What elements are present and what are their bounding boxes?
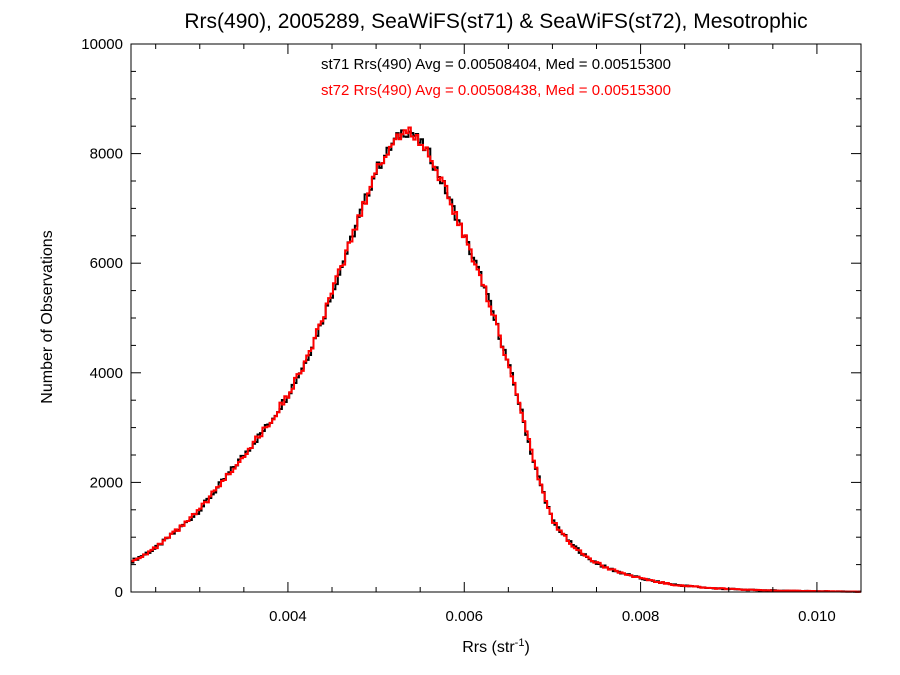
x-axis-label-end: ) [524, 639, 529, 656]
x-axis-label-main: Rrs (str [462, 639, 515, 656]
st71-stats-annotation: st71 Rrs(490) Avg = 0.00508404, Med = 0.… [321, 56, 671, 73]
histogram-series-2 [131, 126, 861, 593]
chart-title: Rrs(490), 2005289, SeaWiFS(st71) & SeaWi… [184, 10, 807, 33]
st72-stats-annotation: st72 Rrs(490) Avg = 0.00508438, Med = 0.… [321, 82, 671, 99]
y-tick-label: 0 [115, 584, 123, 601]
x-axis-label-superscript: -1 [515, 637, 525, 649]
y-tick-label: 10000 [81, 36, 123, 53]
y-tick-label: 6000 [90, 255, 123, 272]
x-tick-label: 0.008 [622, 608, 660, 625]
histogram-series-1 [131, 129, 861, 593]
y-tick-label: 8000 [90, 146, 123, 163]
series-layer [131, 126, 861, 593]
x-axis-label: Rrs (str-1) [462, 637, 530, 656]
y-tick-label: 4000 [90, 365, 123, 382]
x-tick-label: 0.006 [445, 608, 483, 625]
ticks-layer [131, 43, 862, 593]
y-tick-label: 2000 [90, 474, 123, 491]
x-tick-label: 0.004 [269, 608, 307, 625]
x-tick-label: 0.010 [798, 608, 836, 625]
tick-labels-layer: 0.004 0.006 0.008 0.010 0 2000 4000 6000 8000 100… [81, 36, 835, 625]
y-axis-label: Number of Observations [39, 230, 56, 403]
